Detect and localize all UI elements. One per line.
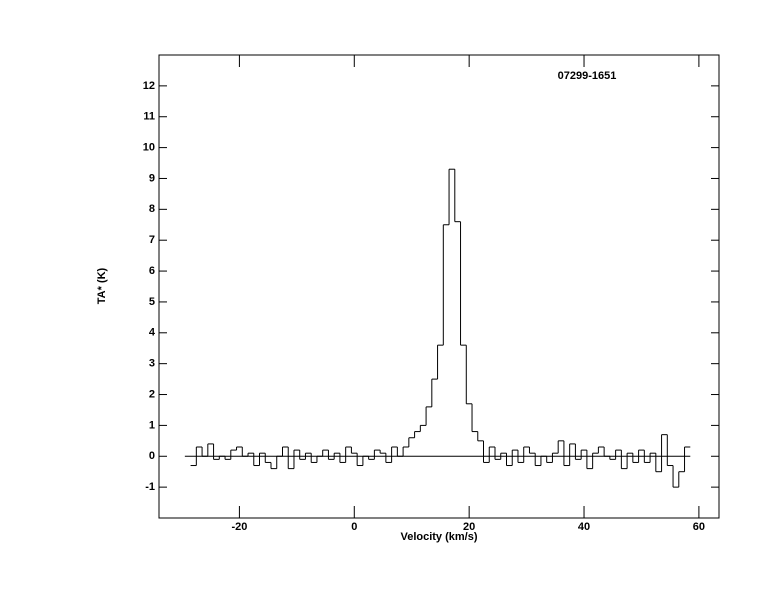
y-tick-label: 2 [149,388,155,400]
y-tick-label: 5 [149,296,155,308]
y-tick-label: 10 [143,142,155,154]
y-tick-label: 4 [149,327,156,339]
y-tick-label: 3 [149,358,155,370]
annotation: 07299-1651 [558,70,617,82]
y-tick-label: 7 [149,234,155,246]
x-tick-label: 60 [693,521,705,533]
x-tick-label: 0 [351,521,357,533]
y-tick-label: 12 [143,80,155,92]
plot-frame [158,54,720,519]
y-tick-label: 8 [149,203,155,215]
x-tick-label: 40 [578,521,590,533]
x-axis-label: Velocity (km/s) [400,531,477,543]
x-tick-label: -20 [231,521,247,533]
y-tick-label: 11 [143,111,155,123]
y-tick-label: 9 [149,172,155,184]
y-tick-label: 6 [149,265,155,277]
y-axis-label: TA* (K) [96,267,108,304]
y-tick-label: 1 [149,419,155,431]
y-tick-label: -1 [145,481,155,493]
x-tick-label: 20 [463,521,475,533]
y-tick-label: 0 [149,450,155,462]
